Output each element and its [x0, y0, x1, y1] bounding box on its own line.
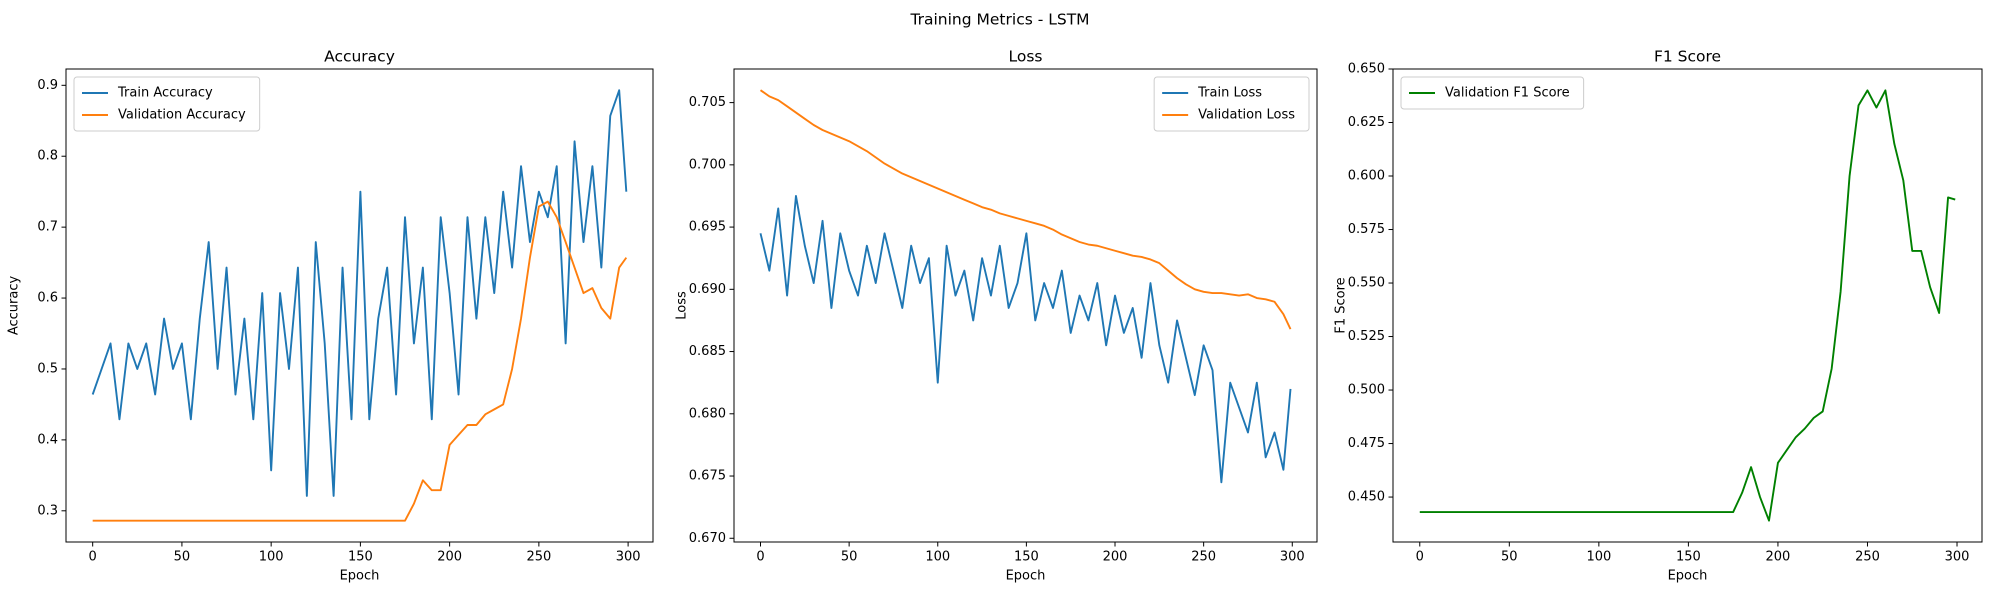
x-tick-label: 150: [1676, 550, 1701, 565]
x-tick-label: 150: [1014, 550, 1039, 565]
y-axis-label: F1 Score: [1334, 277, 1349, 333]
legend-label: Validation F1 Score: [1445, 86, 1570, 101]
y-tick-label: 0.575: [1348, 222, 1385, 237]
y-tick-label: 0.4: [37, 432, 58, 447]
x-axis-label: Epoch: [1668, 569, 1708, 584]
x-axis-label: Epoch: [1006, 569, 1046, 584]
legend-box: [1153, 76, 1310, 132]
y-tick-label: 0.5: [37, 361, 58, 376]
subplot: F1 Score 0 50 100 150 200 250 300 0.450 0.475 0.50…: [1334, 48, 1983, 584]
x-tick-label: 200: [437, 550, 462, 565]
y-tick-label: 0.625: [1348, 115, 1385, 130]
data-line: [1419, 89, 1956, 522]
y-tick-label: 0.7: [37, 220, 58, 235]
legend-label: Validation Accuracy: [118, 108, 246, 123]
y-tick-label: 0.550: [1348, 276, 1385, 291]
data-line: [92, 200, 628, 522]
data-line: [759, 195, 1292, 484]
subplot-title: F1 Score: [1654, 48, 1721, 66]
x-tick-label: 100: [259, 550, 284, 565]
legend-box: [1400, 76, 1585, 110]
y-tick-label: 0.500: [1348, 383, 1385, 398]
y-axis-label: Accuracy: [7, 276, 22, 336]
axes-frame: [1392, 68, 1983, 543]
legend: Train Accuracy Validation Accuracy: [73, 76, 261, 132]
x-tick-label: 200: [1766, 550, 1791, 565]
y-tick-label: 0.670: [689, 531, 726, 546]
y-tick-label: 0.695: [689, 220, 726, 235]
x-tick-label: 150: [348, 550, 373, 565]
y-axis-label: Loss: [675, 291, 690, 320]
data-line: [91, 89, 628, 497]
axes-frame: [733, 68, 1318, 543]
x-axis-label: Epoch: [340, 569, 380, 584]
y-tick-label: 0.3: [37, 503, 58, 518]
y-tick-label: 0.475: [1348, 436, 1385, 451]
x-tick-label: 100: [925, 550, 950, 565]
x-tick-label: 0: [1416, 550, 1424, 565]
y-tick-label: 0.8: [37, 149, 58, 164]
y-tick-label: 0.680: [689, 406, 726, 421]
x-tick-label: 250: [1855, 550, 1880, 565]
figure-title: Training Metrics - LSTM: [909, 11, 1089, 29]
x-tick-label: 50: [1501, 550, 1518, 565]
legend-box: [73, 76, 261, 132]
legend-label: Validation Loss: [1198, 108, 1295, 123]
x-tick-label: 50: [841, 550, 858, 565]
y-tick-label: 0.690: [689, 282, 726, 297]
x-tick-label: 250: [1191, 550, 1216, 565]
legend-label: Train Accuracy: [117, 86, 213, 101]
data-line: [759, 89, 1292, 330]
axes-frame: [65, 68, 654, 543]
legend: Validation F1 Score: [1400, 76, 1585, 110]
x-tick-label: 300: [1280, 550, 1305, 565]
subplot: Accuracy 0 50 100 150 200 250 300 0.3 0.4 0.5 0.6 0.…: [7, 48, 654, 584]
x-tick-label: 50: [174, 550, 191, 565]
y-tick-label: 0.700: [689, 157, 726, 172]
x-tick-label: 300: [616, 550, 641, 565]
y-tick-label: 0.525: [1348, 329, 1385, 344]
x-tick-label: 200: [1103, 550, 1128, 565]
y-tick-label: 0.9: [37, 78, 58, 93]
y-tick-label: 0.675: [689, 469, 726, 484]
subplot-title: Accuracy: [324, 48, 395, 66]
subplot: Loss 0 50 100 150 200 250 300 0.670 0.675 0.680 0.6…: [675, 48, 1318, 584]
x-tick-label: 100: [1586, 550, 1611, 565]
y-tick-label: 0.600: [1348, 169, 1385, 184]
subplot-title: Loss: [1009, 48, 1043, 66]
legend-label: Train Loss: [1197, 86, 1262, 101]
y-tick-label: 0.450: [1348, 490, 1385, 505]
x-tick-label: 0: [89, 550, 97, 565]
x-tick-label: 300: [1945, 550, 1970, 565]
x-tick-label: 0: [756, 550, 764, 565]
y-tick-label: 0.705: [689, 95, 726, 110]
y-tick-label: 0.6: [37, 291, 58, 306]
x-tick-label: 250: [526, 550, 551, 565]
y-tick-label: 0.650: [1348, 62, 1385, 77]
y-tick-label: 0.685: [689, 344, 726, 359]
legend: Train Loss Validation Loss: [1153, 76, 1310, 132]
